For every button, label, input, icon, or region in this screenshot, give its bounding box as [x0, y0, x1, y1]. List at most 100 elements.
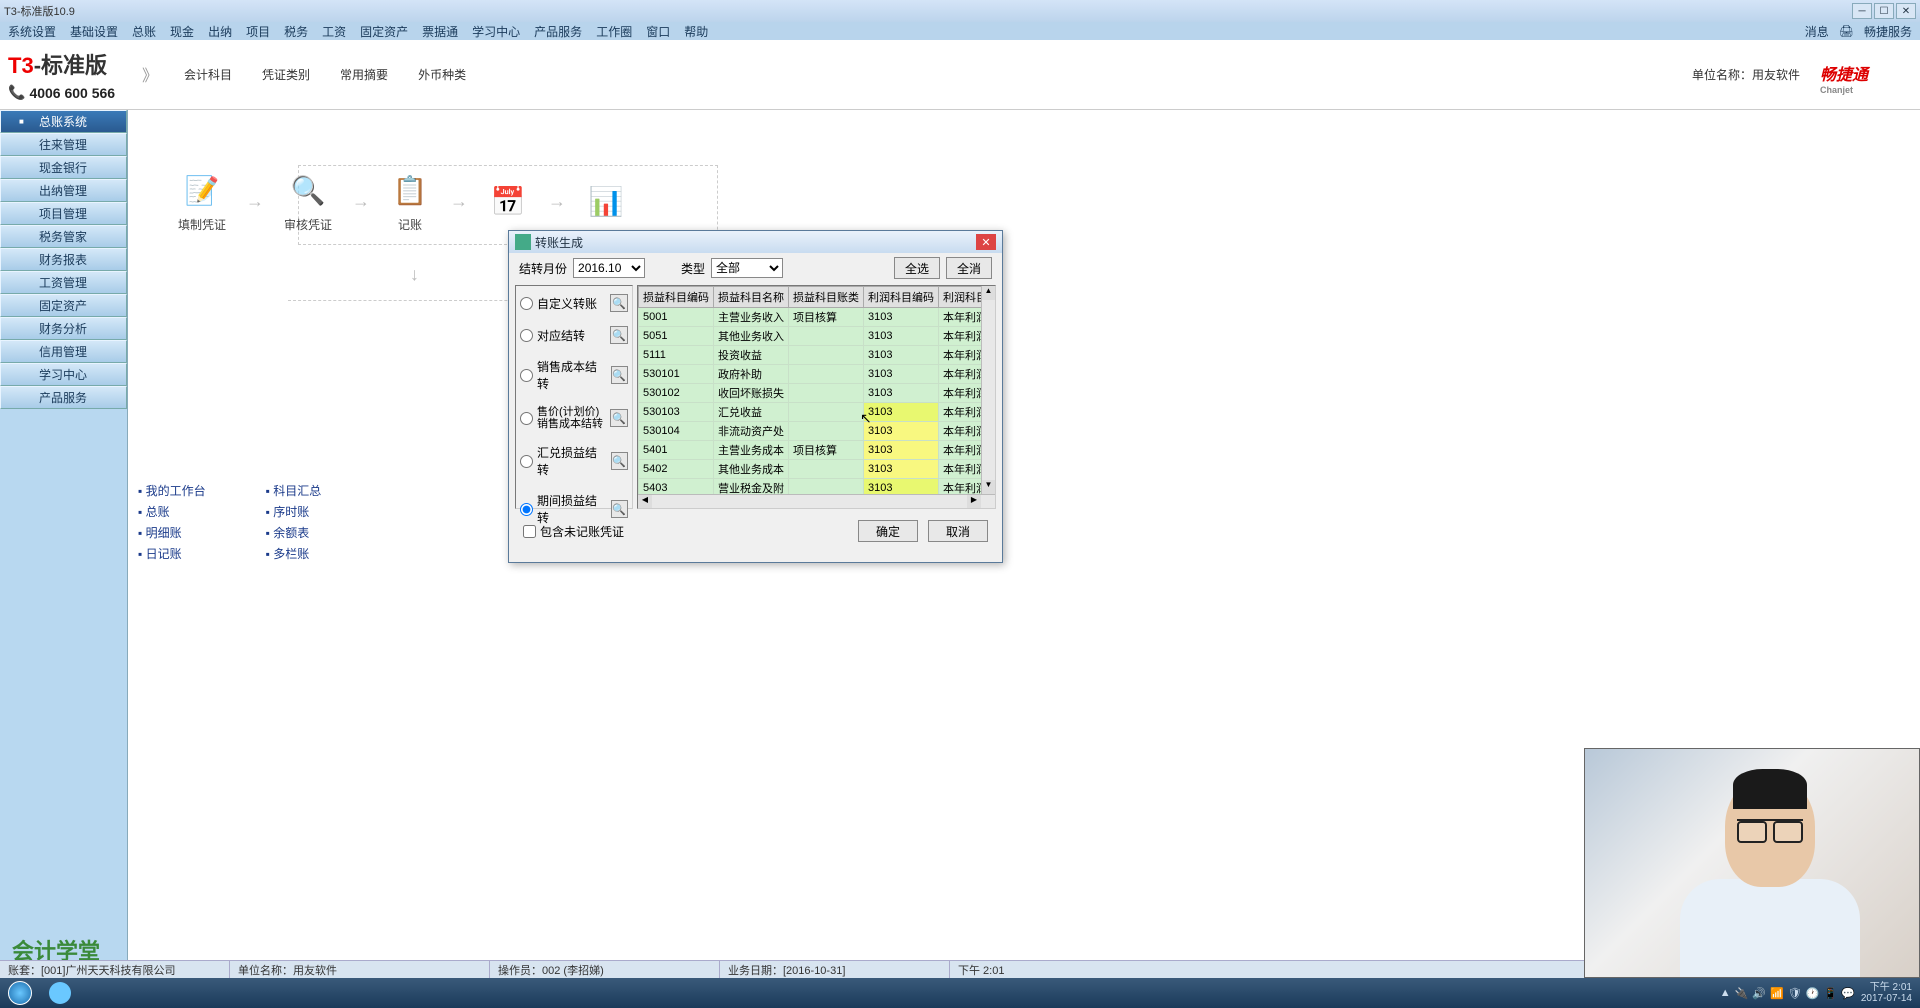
scrollbar-horizontal[interactable]: [638, 494, 995, 508]
tray-icon[interactable]: 💬: [1841, 987, 1855, 1000]
search-icon[interactable]: 🔍: [610, 326, 628, 344]
minimize-button[interactable]: ─: [1852, 3, 1872, 19]
menu-item[interactable]: 票据通: [422, 23, 458, 40]
tray-icon[interactable]: 🛡: [1788, 987, 1802, 1000]
tray-icon[interactable]: ▲: [1720, 987, 1731, 1000]
table-row[interactable]: 530103汇兑收益3103本年利润: [639, 403, 997, 422]
tab[interactable]: 外币种类: [406, 62, 478, 87]
sidebar-item-general-ledger[interactable]: 总账系统: [0, 110, 127, 133]
link-item[interactable]: 科目汇总: [266, 480, 322, 501]
menu-item[interactable]: 固定资产: [360, 23, 408, 40]
tab[interactable]: 会计科目: [172, 62, 244, 87]
table-row[interactable]: 5402其他业务成本3103本年利润: [639, 460, 997, 479]
month-select[interactable]: 2016.10: [573, 258, 645, 278]
menu-item[interactable]: 工资: [322, 23, 346, 40]
workflow-step[interactable]: 📅: [488, 182, 528, 222]
cancel-button[interactable]: 取消: [928, 520, 988, 542]
search-icon[interactable]: 🔍: [610, 409, 628, 427]
column-header[interactable]: 利润科目编码: [864, 287, 939, 308]
tray-icon[interactable]: 📶: [1770, 987, 1784, 1000]
search-icon[interactable]: 🔍: [611, 366, 628, 384]
menu-item[interactable]: 工作圈: [596, 23, 632, 40]
tray-icon[interactable]: 🕐: [1806, 987, 1820, 1000]
radio-corresponding[interactable]: 对应结转🔍: [520, 326, 628, 344]
tray-icon[interactable]: 🔊: [1752, 987, 1766, 1000]
expand-icon[interactable]: 》: [142, 62, 158, 87]
tray-icon[interactable]: 📱: [1823, 987, 1837, 1000]
menu-item[interactable]: 项目: [246, 23, 270, 40]
search-icon[interactable]: 🔍: [610, 294, 628, 312]
table-row[interactable]: 5001主营业务收入项目核算3103本年利润: [639, 308, 997, 327]
link-item[interactable]: 日记账: [138, 543, 206, 564]
menu-item[interactable]: 窗口: [646, 23, 670, 40]
link-item[interactable]: 多栏账: [266, 543, 322, 564]
column-header[interactable]: 损益科目编码: [639, 287, 714, 308]
tab[interactable]: 常用摘要: [328, 62, 400, 87]
menu-item[interactable]: 系统设置: [8, 23, 56, 40]
search-icon[interactable]: 🔍: [611, 452, 628, 470]
arrow-icon: →: [548, 191, 566, 212]
sidebar-item[interactable]: 现金银行: [0, 156, 127, 179]
sidebar-item[interactable]: 项目管理: [0, 202, 127, 225]
radio-custom-transfer[interactable]: 自定义转账🔍: [520, 294, 628, 312]
radio-exchange[interactable]: 汇兑损益结转🔍: [520, 444, 628, 478]
menu-item[interactable]: 税务: [284, 23, 308, 40]
sidebar-item[interactable]: 信用管理: [0, 340, 127, 363]
sidebar-item[interactable]: 学习中心: [0, 363, 127, 386]
menu-item[interactable]: 学习中心: [472, 23, 520, 40]
link-item[interactable]: 余额表: [266, 522, 322, 543]
table-row[interactable]: 5051其他业务收入3103本年利润: [639, 327, 997, 346]
sidebar-item[interactable]: 固定资产: [0, 294, 127, 317]
workflow-step[interactable]: 📝 填制凭证: [178, 170, 226, 233]
chanjet-text: 畅捷通: [1820, 67, 1868, 84]
menu-item[interactable]: 出纳: [208, 23, 232, 40]
table-row[interactable]: 530101政府补助3103本年利润: [639, 365, 997, 384]
deselect-all-button[interactable]: 全消: [946, 257, 992, 279]
menu-item[interactable]: 产品服务: [534, 23, 582, 40]
column-header[interactable]: 损益科目账类: [789, 287, 864, 308]
menu-right-item[interactable]: 畅捷服务: [1864, 23, 1912, 40]
tab[interactable]: 凭证类别: [250, 62, 322, 87]
sidebar-item[interactable]: 产品服务: [0, 386, 127, 409]
workflow-step[interactable]: 📋 记账: [390, 170, 430, 233]
link-item[interactable]: 我的工作台: [138, 480, 206, 501]
radio-period-pl[interactable]: 期间损益结转🔍: [520, 492, 628, 526]
taskbar-app[interactable]: [40, 978, 80, 1008]
workflow-step[interactable]: 🔍 审核凭证: [284, 170, 332, 233]
sidebar-item[interactable]: 税务管家: [0, 225, 127, 248]
column-header[interactable]: 损益科目名称: [714, 287, 789, 308]
menu-item[interactable]: 现金: [170, 23, 194, 40]
table-row[interactable]: 5111投资收益3103本年利润: [639, 346, 997, 365]
link-item[interactable]: 明细账: [138, 522, 206, 543]
menu-item[interactable]: 总账: [132, 23, 156, 40]
close-button[interactable]: ✕: [1896, 3, 1916, 19]
select-all-button[interactable]: 全选: [894, 257, 940, 279]
dialog-titlebar[interactable]: 转账生成 ✕: [509, 231, 1002, 253]
type-select[interactable]: 全部: [711, 258, 783, 278]
taskbar-clock[interactable]: 下午 2:01 2017-07-14: [1861, 982, 1912, 1004]
menu-right-item[interactable]: 消息: [1805, 23, 1829, 40]
start-button[interactable]: [0, 978, 40, 1008]
menu-item[interactable]: 基础设置: [70, 23, 118, 40]
include-unposted-checkbox[interactable]: 包含未记账凭证: [523, 523, 624, 540]
sidebar-item[interactable]: 财务报表: [0, 248, 127, 271]
radio-price-plan[interactable]: 售价(计划价) 销售成本结转🔍: [520, 406, 628, 430]
menu-item[interactable]: 帮助: [684, 23, 708, 40]
table-row[interactable]: 530104非流动资产处3103本年利润: [639, 422, 997, 441]
sidebar-item[interactable]: 财务分析: [0, 317, 127, 340]
sidebar-item[interactable]: 出纳管理: [0, 179, 127, 202]
table-row[interactable]: 530102收回坏账损失3103本年利润: [639, 384, 997, 403]
ok-button[interactable]: 确定: [858, 520, 918, 542]
workflow-step[interactable]: 📊: [586, 182, 626, 222]
scrollbar-vertical[interactable]: [981, 286, 995, 494]
maximize-button[interactable]: ☐: [1874, 3, 1894, 19]
table-row[interactable]: 5401主营业务成本项目核算3103本年利润: [639, 441, 997, 460]
link-item[interactable]: 序时账: [266, 501, 322, 522]
link-item[interactable]: 总账: [138, 501, 206, 522]
radio-sales-cost[interactable]: 销售成本结转🔍: [520, 358, 628, 392]
search-icon[interactable]: 🔍: [611, 500, 628, 518]
dialog-close-button[interactable]: ✕: [976, 234, 996, 250]
tray-icon[interactable]: 🔌: [1735, 987, 1749, 1000]
sidebar-item[interactable]: 工资管理: [0, 271, 127, 294]
sidebar-item[interactable]: 往来管理: [0, 133, 127, 156]
